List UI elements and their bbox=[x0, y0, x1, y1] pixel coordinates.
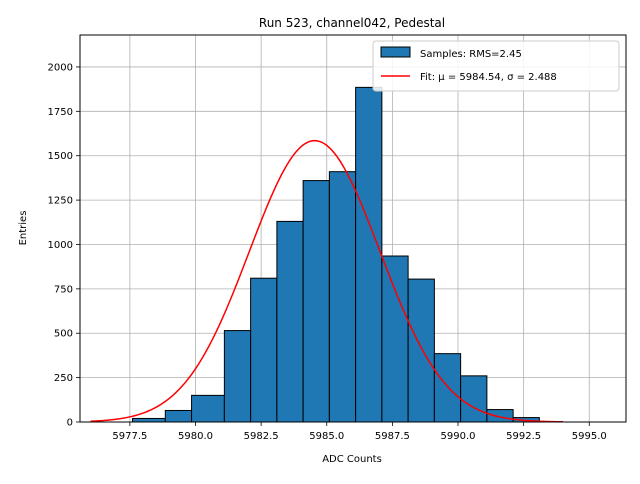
histogram-bar-10 bbox=[407, 278, 435, 423]
y-tick-label-8: 2000 bbox=[48, 62, 73, 73]
x-axis: 5977.5 5980.0 5982.5 5985.0 5987.5 5990.0 5992… bbox=[112, 422, 607, 442]
legend-samples-label: Samples: RMS=2.45 bbox=[420, 49, 522, 60]
x-tick-label-6: 5992.5 bbox=[506, 431, 541, 442]
legend-samples-patch bbox=[380, 46, 411, 58]
histogram-bar-2 bbox=[191, 394, 225, 423]
y-tick-label-4: 1000 bbox=[48, 240, 73, 251]
histogram-bar-7 bbox=[328, 171, 357, 423]
legend-fit-label: Fit: μ = 5984.54, σ = 2.488 bbox=[420, 72, 557, 83]
x-axis-label: ADC Counts bbox=[322, 454, 382, 465]
y-tick-label-7: 1750 bbox=[48, 107, 73, 118]
histogram-bar-4 bbox=[250, 277, 278, 423]
x-tick-label-5: 5990.0 bbox=[441, 431, 476, 442]
histogram-bar-0 bbox=[132, 417, 166, 423]
y-tick-label-1: 250 bbox=[54, 373, 73, 384]
y-tick-label-2: 500 bbox=[54, 329, 73, 340]
histogram-bar-11 bbox=[433, 353, 462, 423]
y-tick-label-3: 750 bbox=[54, 284, 73, 295]
x-tick-label-0: 5977.5 bbox=[112, 431, 147, 442]
y-axis-label: Entries bbox=[18, 211, 29, 246]
y-tick-label-6: 1500 bbox=[48, 151, 73, 162]
histogram-bar-6 bbox=[302, 180, 330, 423]
x-tick-label-3: 5985.0 bbox=[309, 431, 344, 442]
histogram-bar-13 bbox=[486, 409, 514, 423]
y-axis: 0 250 500 750 1000 1250 1500 1750 2000 bbox=[48, 62, 80, 429]
chart-title: Run 523, channel042, Pedestal bbox=[259, 16, 445, 30]
histogram-bar-8 bbox=[355, 86, 383, 423]
histogram-bars bbox=[132, 86, 540, 423]
y-tick-label-0: 0 bbox=[67, 418, 73, 429]
x-tick-label-4: 5987.5 bbox=[375, 431, 410, 442]
fit-curve-group bbox=[90, 139, 564, 423]
histogram-bar-3 bbox=[223, 330, 252, 423]
histogram-bar-5 bbox=[276, 220, 304, 423]
histogram-bar-12 bbox=[460, 375, 488, 423]
x-tick-label-7: 5995.0 bbox=[572, 431, 607, 442]
y-tick-label-5: 1250 bbox=[48, 196, 73, 207]
plot-frame bbox=[79, 34, 627, 423]
histogram-bar-1 bbox=[164, 409, 193, 423]
legend-box bbox=[372, 40, 620, 92]
fit-curve bbox=[90, 139, 564, 423]
x-tick-label-2: 5982.5 bbox=[244, 431, 279, 442]
x-tick-label-1: 5980.0 bbox=[178, 431, 213, 442]
histogram-bar-9 bbox=[381, 255, 409, 423]
legend: Samples: RMS=2.45 Fit: μ = 5984.54, σ = … bbox=[372, 40, 620, 92]
